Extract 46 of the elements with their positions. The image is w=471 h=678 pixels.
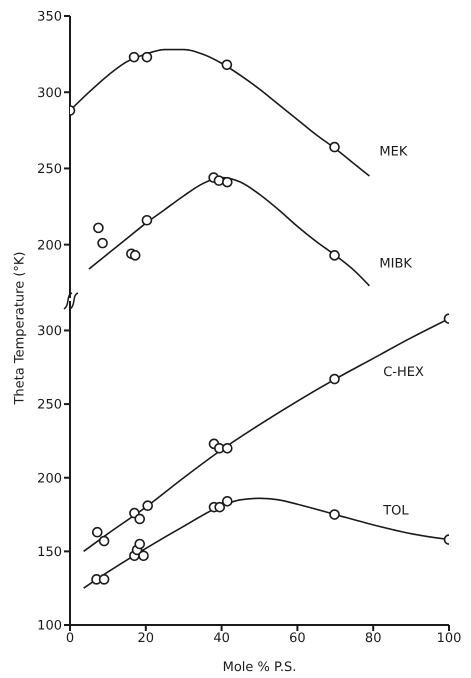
x-tick-label: 20 [138, 631, 154, 646]
y-tick-label: 150 [37, 544, 62, 560]
x-tick-label: 40 [213, 631, 230, 646]
point [130, 250, 140, 261]
point [142, 52, 152, 62]
point [222, 59, 232, 70]
line-series [70, 48, 370, 177]
y-tick-label: 100 [37, 618, 62, 634]
point [97, 238, 108, 248]
y-tick-label: 200 [37, 238, 62, 254]
point [222, 442, 233, 454]
series-label: MIBK [379, 256, 412, 272]
point [142, 214, 152, 226]
x-tick-label: 60 [289, 631, 306, 646]
point [138, 550, 149, 562]
point [134, 538, 146, 550]
x-tick-label: 80 [364, 631, 382, 646]
series-label: MEK [379, 144, 408, 160]
y-tick-label: 200 [37, 471, 62, 486]
point [329, 250, 340, 261]
point [214, 175, 224, 186]
point [93, 222, 104, 234]
y-tick-label: 250 [37, 162, 62, 178]
point [92, 526, 103, 538]
point [329, 509, 340, 520]
point [329, 374, 340, 384]
point [128, 52, 140, 62]
y-tick-label: 250 [37, 398, 62, 413]
point [142, 500, 153, 512]
point [222, 496, 233, 507]
y-axis-title: Theta Temperature (°K) [12, 251, 28, 405]
line-series [88, 176, 370, 287]
y-tick-label: 300 [37, 86, 62, 101]
y-tick-label: 350 [37, 10, 62, 25]
x-tick-label: 100 [436, 631, 462, 646]
x-tick-label: 0 [66, 631, 74, 646]
point [214, 502, 226, 512]
point [134, 514, 146, 524]
y-tick-label: 300 [37, 324, 62, 340]
series-label: C-HEX [383, 364, 424, 380]
point [222, 176, 233, 188]
point [329, 142, 340, 152]
point [98, 536, 110, 546]
series-label: TOL [382, 503, 410, 518]
x-axis-title: Mole % P.S. [222, 660, 296, 675]
point [98, 574, 110, 585]
